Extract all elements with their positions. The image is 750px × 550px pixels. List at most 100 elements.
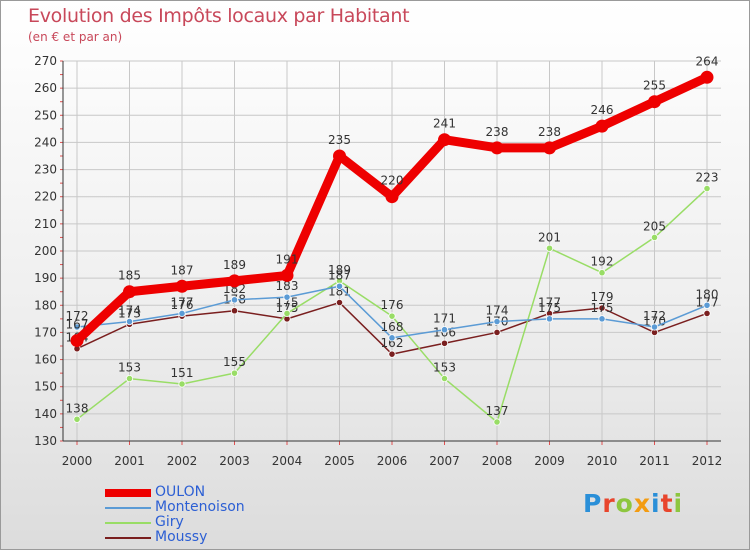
data-point: [73, 415, 81, 423]
x-tick-label: 2011: [639, 454, 670, 468]
data-point: [648, 95, 661, 109]
data-label: 201: [538, 230, 561, 244]
x-tick-label: 2005: [324, 454, 355, 468]
data-point: [178, 380, 186, 388]
data-point: [545, 244, 554, 252]
y-tick-label: 160: [34, 353, 57, 367]
legend-label: Giry: [155, 514, 184, 530]
y-tick-label: 220: [34, 190, 57, 204]
data-point: [493, 317, 501, 326]
data-label: 238: [538, 125, 561, 139]
data-label: 191: [276, 252, 299, 266]
brand-logo: Proxiti: [583, 489, 684, 518]
data-label: 241: [433, 117, 456, 131]
data-label: 172: [643, 309, 666, 323]
data-label: 180: [696, 287, 719, 301]
data-label: 137: [486, 404, 509, 418]
data-label: 235: [328, 133, 351, 147]
data-point: [388, 350, 396, 358]
data-label: 205: [643, 219, 666, 233]
data-point: [438, 133, 451, 147]
y-tick-label: 230: [34, 163, 57, 177]
legend-item-oulon: OULON: [105, 485, 245, 500]
data-label: 223: [696, 171, 719, 185]
data-label: 187: [171, 263, 194, 277]
data-point: [125, 317, 134, 326]
data-label: 167: [66, 318, 89, 332]
y-tick-label: 180: [34, 298, 57, 312]
data-point: [230, 369, 239, 377]
chart-title: Evolution des Impôts locaux par Habitant: [28, 5, 410, 27]
data-point: [283, 293, 291, 301]
data-label: 177: [171, 295, 194, 309]
data-point: [228, 274, 241, 288]
x-tick-label: 2008: [482, 454, 513, 468]
data-point: [703, 301, 711, 309]
data-point: [123, 285, 136, 299]
data-label: 179: [591, 290, 614, 304]
data-point: [493, 328, 501, 337]
x-tick-label: 2006: [377, 454, 408, 468]
y-tick-label: 170: [34, 325, 57, 339]
data-point: [73, 323, 81, 331]
data-point: [598, 304, 606, 312]
legend-swatch: [105, 488, 151, 497]
data-point: [70, 334, 84, 348]
data-label: 183: [276, 279, 299, 293]
chart-legend: OULON Montenoison Giry Moussy: [105, 485, 245, 545]
data-label: 176: [171, 298, 194, 312]
data-label: 162: [381, 336, 404, 350]
y-tick-label: 130: [34, 434, 57, 448]
data-label: 189: [223, 258, 246, 272]
data-label: 172: [66, 309, 89, 323]
data-point: [230, 296, 239, 304]
data-label: 175: [538, 301, 561, 315]
data-point: [595, 119, 609, 133]
legend-label: OULON: [155, 484, 206, 500]
x-tick-label: 2004: [272, 454, 303, 468]
legend-swatch: [105, 506, 151, 509]
data-label: 185: [118, 269, 141, 283]
data-label: 187: [328, 268, 351, 282]
x-tick-label: 2003: [219, 454, 250, 468]
data-label: 153: [433, 361, 456, 375]
data-point: [175, 279, 189, 293]
x-tick-label: 2001: [114, 454, 145, 468]
legend-item-montenoison: Montenoison: [105, 500, 245, 515]
x-tick-label: 2007: [429, 454, 460, 468]
data-label: 175: [276, 301, 299, 315]
data-label: 151: [171, 366, 194, 380]
x-tick-label: 2009: [534, 454, 565, 468]
y-tick-label: 250: [34, 108, 57, 122]
legend-item-giry: Giry: [105, 515, 245, 530]
data-point: [700, 70, 714, 84]
y-tick-label: 150: [34, 380, 57, 394]
data-point: [335, 282, 344, 290]
data-point: [388, 312, 396, 320]
x-tick-label: 2000: [62, 454, 93, 468]
data-label: 168: [381, 320, 404, 334]
data-point: [598, 315, 606, 323]
data-point: [703, 184, 711, 193]
x-tick-label: 2010: [587, 454, 618, 468]
data-point: [703, 309, 711, 318]
data-point: [335, 298, 344, 307]
data-point: [440, 339, 449, 347]
data-label: 174: [486, 304, 509, 318]
data-point: [125, 374, 134, 383]
y-tick-label: 210: [34, 217, 57, 231]
data-label: 264: [696, 54, 719, 68]
data-point: [440, 374, 449, 383]
y-tick-label: 140: [34, 407, 57, 421]
y-tick-label: 240: [34, 135, 57, 149]
data-label: 220: [381, 174, 404, 188]
data-label: 189: [328, 263, 351, 277]
data-point: [598, 269, 606, 277]
data-label: 192: [591, 255, 614, 269]
data-point: [178, 309, 186, 318]
chart-subtitle: (en € et par an): [28, 30, 123, 44]
data-label: 238: [486, 125, 509, 139]
data-label: 138: [66, 401, 89, 415]
data-point: [230, 307, 239, 315]
